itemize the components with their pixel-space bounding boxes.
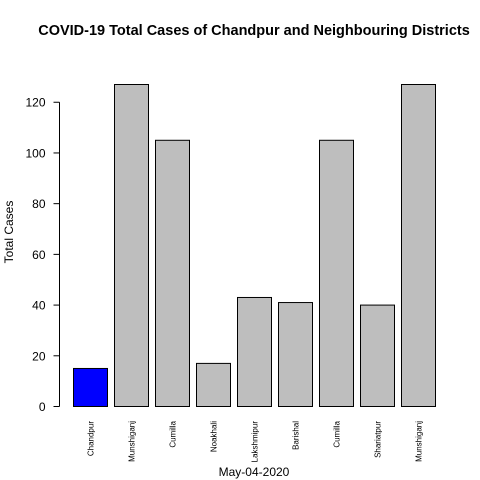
y-tick-label: 60 <box>32 248 46 262</box>
bar-cumilla-6 <box>319 139 354 407</box>
category-label: Chandpur <box>87 421 96 456</box>
y-tick-label: 20 <box>32 349 46 363</box>
bar-cumilla-2 <box>155 139 190 407</box>
bar-shariatpur-7 <box>360 304 395 407</box>
bar-munshiganj-8 <box>401 84 436 407</box>
category-label: Munshiganj <box>415 421 424 462</box>
bar-barishal-5 <box>278 302 313 407</box>
bar-noakhali-3 <box>196 362 231 408</box>
y-axis: 0 20 40 60 80 100 120 <box>25 96 60 414</box>
bar-chandpur-0 <box>73 367 108 407</box>
category-label: Shariatpur <box>374 421 383 458</box>
x-axis-label: May-04-2020 <box>219 465 290 479</box>
category-label: Noakhali <box>210 421 219 452</box>
bar-lakshmipur-4 <box>237 296 272 407</box>
category-label: Cumilla <box>333 420 342 447</box>
chart-title: COVID-19 Total Cases of Chandpur and Nei… <box>38 23 470 39</box>
category-label: Lakshmipur <box>251 421 260 463</box>
bars <box>73 84 436 408</box>
y-tick-label: 0 <box>39 400 46 414</box>
y-tick-label: 120 <box>25 96 45 110</box>
category-label: Munshiganj <box>128 421 137 462</box>
y-tick-label: 80 <box>32 197 46 211</box>
y-axis-label: Total Cases <box>2 201 16 264</box>
y-tick-label: 100 <box>25 146 45 160</box>
bar-munshiganj-1 <box>114 84 149 407</box>
category-label: Barishal <box>292 421 301 450</box>
category-labels: Chandpur Munshiganj Cumilla Noakhali Lakshmi… <box>87 420 424 462</box>
y-tick-label: 40 <box>32 299 46 313</box>
category-label: Cumilla <box>169 420 178 447</box>
